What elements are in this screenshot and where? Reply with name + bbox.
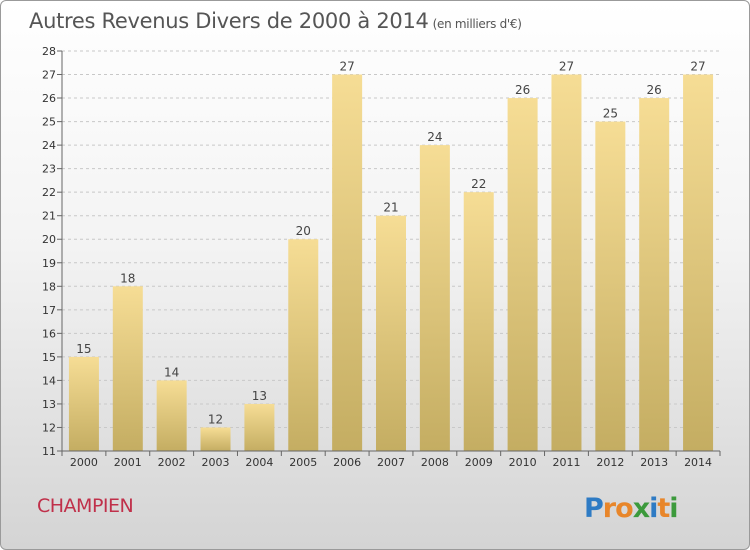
bar <box>376 215 406 451</box>
data-label: 27 <box>339 60 354 74</box>
bar <box>68 356 99 451</box>
y-tick-label: 20 <box>42 233 56 246</box>
y-tick-label: 26 <box>42 92 56 105</box>
x-tick-label: 2002 <box>158 456 186 469</box>
y-tick-label: 16 <box>42 327 56 340</box>
x-tick-label: 2010 <box>509 456 537 469</box>
data-label: 27 <box>559 60 574 74</box>
y-tick-label: 21 <box>42 210 56 223</box>
x-tick-label: 2004 <box>245 456 273 469</box>
x-tick-label: 2014 <box>684 456 712 469</box>
commune-name: CHAMPIEN <box>37 495 134 517</box>
svg-text:Proxiti: Proxiti <box>584 493 678 524</box>
chart-title: Autres Revenus Divers de 2000 à 2014 (en … <box>29 9 522 33</box>
y-tick-label: 15 <box>42 351 56 364</box>
bar <box>595 121 626 452</box>
y-tick-label: 22 <box>42 186 56 199</box>
data-label: 14 <box>164 365 179 379</box>
x-tick-label: 2003 <box>202 456 230 469</box>
chart-title-main: Autres Revenus Divers de 2000 à 2014 <box>29 9 429 33</box>
x-tick-label: 2013 <box>640 456 668 469</box>
bar <box>419 145 450 451</box>
bar <box>463 192 494 452</box>
x-tick-label: 2001 <box>114 456 142 469</box>
x-tick-label: 2005 <box>289 456 317 469</box>
bar <box>332 74 363 451</box>
proxiti-logo: Proxiti <box>584 493 679 524</box>
y-tick-label: 23 <box>42 163 56 176</box>
y-tick-label: 17 <box>42 304 56 317</box>
y-tick-label: 28 <box>42 45 56 58</box>
x-tick-label: 2011 <box>552 456 580 469</box>
y-tick-label: 27 <box>42 69 56 82</box>
y-tick-label: 14 <box>42 374 56 387</box>
data-label: 24 <box>427 130 442 144</box>
y-tick-label: 12 <box>42 421 56 434</box>
y-tick-label: 11 <box>42 445 56 458</box>
data-label: 25 <box>603 107 618 121</box>
x-tick-label: 2012 <box>596 456 624 469</box>
bar <box>156 380 187 451</box>
data-label: 27 <box>690 60 705 74</box>
chart-title-unit: (en milliers d'€) <box>432 17 522 31</box>
y-tick-label: 18 <box>42 280 56 293</box>
x-tick-label: 2000 <box>70 456 98 469</box>
data-label: 13 <box>252 389 267 403</box>
bar <box>683 74 714 451</box>
data-label: 22 <box>471 177 486 191</box>
bar <box>288 239 319 451</box>
data-label: 21 <box>383 201 398 215</box>
data-label: 26 <box>647 83 662 97</box>
data-label: 12 <box>208 412 223 426</box>
bar <box>507 98 538 451</box>
x-tick-label: 2008 <box>421 456 449 469</box>
y-tick-label: 24 <box>42 139 56 152</box>
bar <box>244 403 275 451</box>
data-label: 15 <box>76 342 91 356</box>
bar <box>112 286 143 451</box>
bar <box>551 74 582 451</box>
x-tick-label: 2007 <box>377 456 405 469</box>
y-tick-label: 25 <box>42 116 56 129</box>
bar <box>200 427 231 451</box>
bar <box>639 98 670 451</box>
data-label: 26 <box>515 83 530 97</box>
y-tick-label: 19 <box>42 257 56 270</box>
x-tick-label: 2009 <box>465 456 493 469</box>
data-label: 20 <box>296 224 311 238</box>
data-label: 18 <box>120 271 135 285</box>
x-tick-label: 2006 <box>333 456 361 469</box>
y-tick-label: 13 <box>42 398 56 411</box>
bar-chart: 11 12 13 14 15 16 17 18 19 20 21 22 23 24 25 26 27 28 2000… <box>42 45 721 469</box>
